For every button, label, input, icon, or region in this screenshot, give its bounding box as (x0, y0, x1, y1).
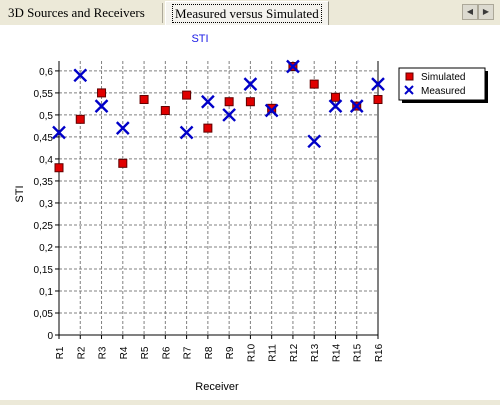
simulated-point (309, 79, 319, 89)
tab-3d-sources-and-receivers[interactable]: 3D Sources and Receivers (8, 5, 145, 20)
y-axis-label: STI (14, 185, 26, 202)
measured-point (243, 77, 258, 91)
y-tick-label: 0,55 (34, 89, 54, 100)
x-axis-label: Receiver (195, 381, 239, 393)
y-tick-label: 0 (47, 331, 53, 342)
x-tick-label: R7 (183, 346, 194, 359)
x-tick-label: R15 (353, 343, 364, 362)
simulated-point (54, 163, 64, 173)
simulated-point (373, 95, 383, 105)
legend-measured-marker (404, 85, 414, 95)
x-tick-label: R6 (161, 346, 172, 359)
x-tick-label: R3 (98, 346, 109, 359)
y-tick-label: 0,6 (39, 67, 53, 78)
y-tick-label: 0,2 (39, 243, 53, 254)
y-tick-label: 0,35 (34, 177, 54, 188)
x-tick-label: R14 (331, 343, 342, 362)
y-tick-label: 0,3 (39, 199, 53, 210)
x-tick-label: R10 (246, 343, 257, 362)
legend: Simulated Measured (398, 67, 488, 103)
right-arrow-icon: ▶ (482, 7, 490, 16)
simulated-point (330, 92, 340, 102)
measured-point (115, 121, 130, 135)
simulated-point (182, 90, 192, 100)
x-tick-label: R13 (310, 343, 321, 362)
simulated-point (118, 158, 128, 168)
chart-panel: STI 0 0,05 0,1 0,15 0,2 0,25 0,3 0,35 0,4 0,45 0,5… (0, 26, 500, 400)
simulated-point (224, 97, 234, 107)
x-tick-label: R12 (289, 343, 300, 362)
y-tick-label: 0,4 (39, 155, 53, 166)
plot-background (59, 61, 378, 335)
simulated-point (160, 106, 170, 116)
x-tick-label: R11 (268, 344, 279, 362)
simulated-point (245, 97, 255, 107)
plot-area: 0 0,05 0,1 0,15 0,2 0,25 0,3 0,35 0,4 0,45 0,5 0,55… (34, 59, 385, 362)
tab-underline (0, 25, 500, 26)
y-tick-label: 0,1 (39, 287, 53, 298)
chart-title: STI (191, 33, 208, 45)
legend-simulated-label: Simulated (421, 72, 465, 83)
tab-measured-versus-simulated[interactable]: Measured versus Simulated (165, 1, 329, 25)
y-tick-label: 0,5 (39, 111, 53, 122)
simulated-point (75, 114, 85, 124)
sti-chart: STI 0 0,05 0,1 0,15 0,2 0,25 0,3 0,35 0,4 0,45 0,5… (14, 33, 488, 393)
tab-separator (162, 3, 163, 23)
measured-point (73, 68, 88, 83)
tab-scroll-right-button[interactable]: ▶ (478, 4, 494, 20)
tab-scroll-left-button[interactable]: ◀ (462, 4, 478, 20)
y-tick-label: 0,25 (34, 221, 54, 232)
x-tick-label: R1 (55, 346, 66, 359)
x-tick-label: R5 (140, 346, 151, 359)
measured-point (222, 108, 236, 122)
simulated-point (203, 123, 213, 133)
measured-point (179, 125, 194, 140)
simulated-point (139, 95, 149, 105)
measured-point (201, 94, 215, 109)
y-tick-label: 0,45 (34, 133, 54, 144)
simulated-point (267, 103, 277, 113)
legend-simulated-marker (405, 72, 414, 81)
measured-point (52, 125, 66, 140)
x-tick-label: R2 (76, 346, 87, 359)
measured-point (286, 59, 300, 74)
y-tick-label: 0,05 (34, 309, 54, 320)
left-arrow-icon: ◀ (466, 7, 474, 16)
y-tick-label: 0,15 (34, 265, 54, 276)
tab-label-measured-versus-simulated: Measured versus Simulated (172, 4, 322, 23)
x-tick-label: R8 (204, 346, 215, 359)
legend-measured-label: Measured (421, 86, 465, 97)
x-tick-label: R9 (225, 346, 236, 359)
measured-point (371, 77, 385, 91)
simulated-point (97, 88, 107, 98)
x-tick-label: R4 (119, 346, 130, 359)
measured-point (307, 134, 322, 149)
tab-bar: 3D Sources and Receivers Measured versus… (0, 0, 500, 26)
measured-point (349, 99, 364, 113)
measured-point (328, 99, 343, 113)
x-tick-label: R16 (374, 343, 385, 362)
measured-point (94, 99, 109, 113)
measured-point (264, 103, 279, 118)
